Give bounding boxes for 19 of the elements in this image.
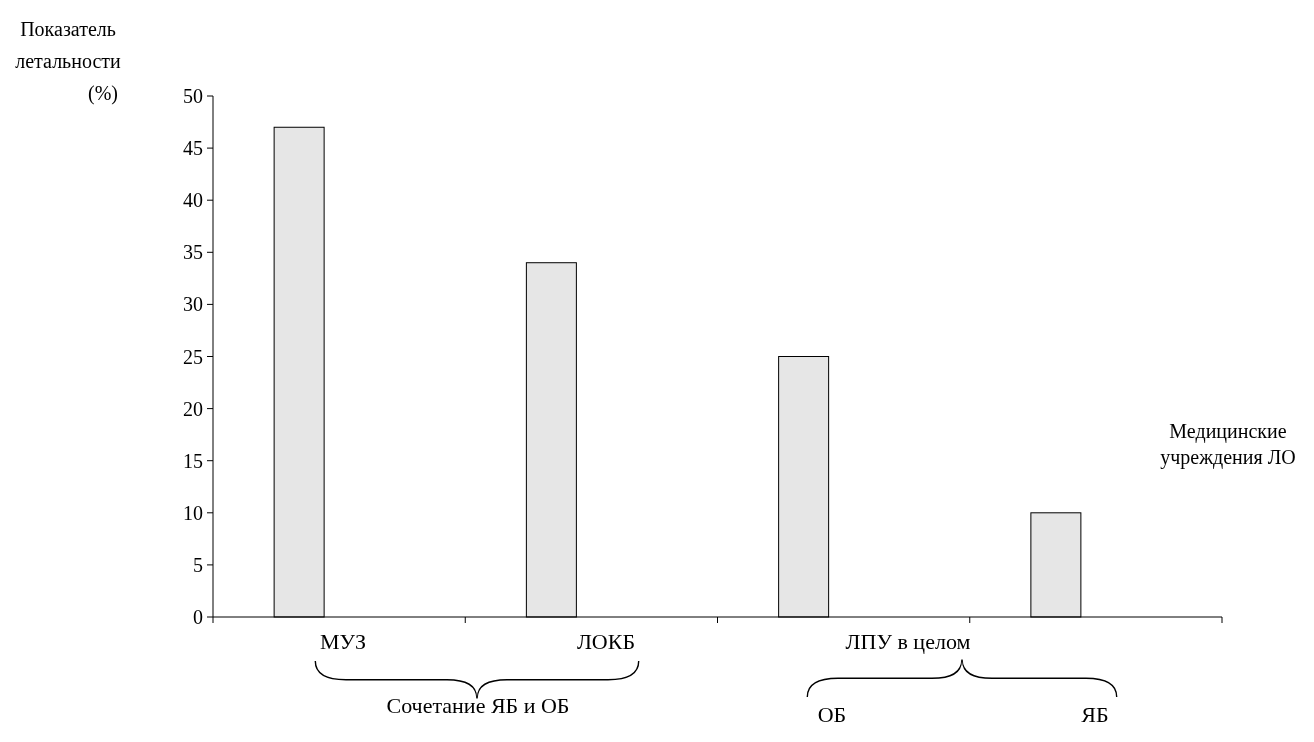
y-tick-label: 35	[183, 241, 203, 264]
text: ОБ	[817, 702, 847, 727]
y-tick-label: 30	[183, 293, 203, 316]
x-tick-label: МУЗ	[320, 629, 366, 654]
x-tick-label: ЛОКБ	[576, 629, 636, 654]
x-tick-label: ЛПУ в целом	[845, 629, 971, 654]
y-tick-label: 40	[183, 189, 203, 212]
y-tick-label: 50	[183, 85, 203, 107]
y-axis-title: Показатель летальности (%)	[15, 18, 122, 105]
y-tick-label: 0	[193, 606, 203, 628]
text: Сочетание ЯБ и ОБ	[386, 693, 570, 718]
x-axis-title: Медицинские учреждения ЛО	[1160, 420, 1296, 469]
y-tick-label: 5	[193, 553, 203, 576]
y-tick-label: 15	[183, 449, 203, 472]
y-tick-label: 45	[183, 137, 203, 160]
text: ЯБ	[1081, 702, 1109, 727]
y-tick-label: 25	[183, 345, 203, 368]
y-tick-label: 20	[183, 397, 203, 420]
y-tick-label: 10	[183, 501, 203, 524]
